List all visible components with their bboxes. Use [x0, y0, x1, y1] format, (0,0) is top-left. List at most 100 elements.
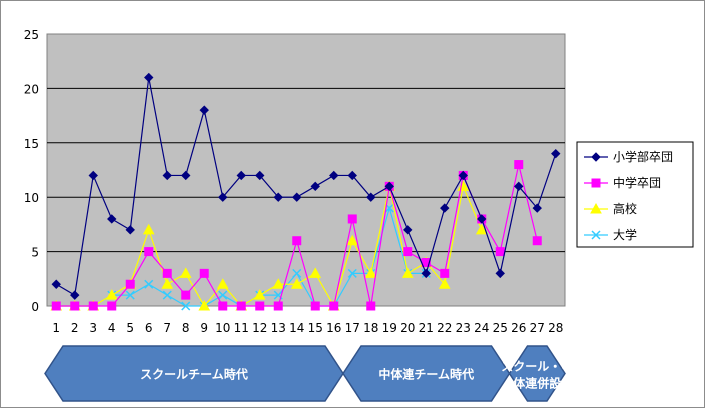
data-point	[310, 181, 320, 192]
data-point	[310, 301, 320, 311]
x-tick-label: 21	[419, 321, 434, 335]
legend-marker	[591, 230, 601, 240]
legend-marker	[590, 202, 602, 214]
data-point	[105, 289, 118, 300]
marker-stroke	[125, 290, 135, 300]
x-tick-label: 7	[163, 321, 171, 335]
x-tick-label: 1	[52, 321, 60, 335]
data-point	[88, 170, 98, 181]
data-point	[107, 301, 117, 311]
data-point	[161, 278, 174, 289]
marker-stroke	[591, 230, 601, 240]
y-tick-label: 15	[24, 137, 39, 151]
series-line	[55, 77, 557, 297]
data-point	[142, 223, 155, 235]
data-point	[495, 268, 505, 279]
x-tick-label: 27	[530, 321, 545, 335]
y-axis-ticks: 0 5 10 15 20 25	[24, 28, 39, 314]
x-tick-label: 23	[456, 321, 471, 335]
data-point	[440, 203, 450, 213]
x-tick-label: 4	[108, 321, 116, 335]
marker-stroke	[273, 290, 283, 300]
data-point	[384, 181, 394, 192]
legend-entry: 小学部卒団	[613, 149, 673, 164]
data-point	[458, 170, 468, 181]
data-point	[107, 214, 117, 224]
x-tick-label: 17	[345, 321, 360, 335]
data-point	[532, 236, 542, 246]
x-tick-label: 14	[289, 321, 304, 335]
x-tick-label: 12	[252, 321, 267, 335]
data-point	[218, 290, 228, 300]
phase-label: スクールチーム時代	[140, 367, 248, 382]
data-point	[198, 299, 211, 311]
marker-stroke	[181, 301, 191, 311]
y-tick-label: 20	[24, 82, 39, 96]
data-point	[292, 268, 302, 278]
x-tick-label: 22	[437, 321, 452, 335]
x-tick-label: 2	[71, 321, 79, 335]
data-point	[346, 234, 359, 246]
legend-entry: 中学卒団	[613, 175, 661, 190]
x-tick-label: 24	[474, 321, 489, 335]
data-point	[273, 301, 283, 311]
data-point	[199, 268, 209, 278]
data-point	[181, 290, 191, 300]
marker-stroke	[144, 279, 154, 289]
series-layer	[50, 72, 561, 311]
data-point	[514, 181, 524, 192]
phase-label: スクール・中	[501, 359, 573, 374]
data-point	[236, 301, 246, 311]
legend-marker	[591, 178, 601, 188]
data-point	[401, 267, 414, 278]
data-point	[273, 192, 283, 202]
data-point	[144, 72, 154, 83]
data-point	[179, 267, 192, 278]
x-tick-label: 18	[363, 321, 378, 335]
data-point	[329, 170, 339, 181]
data-point	[364, 267, 377, 278]
x-tick-label: 13	[271, 321, 286, 335]
legend-entry: 高校	[613, 201, 637, 216]
phase-banner-2: 中体連チーム時代	[342, 345, 511, 402]
y-tick-label: 25	[24, 28, 39, 42]
data-point	[253, 289, 266, 300]
data-point	[347, 170, 357, 181]
x-tick-label: 5	[126, 321, 134, 335]
x-axis-ticks: 1 2 3 4 5 6 7 8 9 10 11 12 13 14 15 16 17 18 19 20 21 22 23 24 2…	[52, 321, 563, 335]
x-tick-label: 3	[89, 321, 97, 335]
data-point	[272, 278, 285, 289]
x-tick-label: 8	[182, 321, 190, 335]
data-point	[162, 290, 172, 300]
x-tick-label: 25	[493, 321, 508, 335]
data-point	[125, 279, 135, 289]
data-point	[438, 278, 451, 289]
data-point	[88, 301, 98, 311]
phase-banner-1: スクールチーム時代	[44, 345, 344, 402]
data-point	[403, 247, 413, 257]
data-point	[255, 301, 265, 311]
data-point	[218, 192, 228, 202]
phase-shape	[44, 345, 344, 402]
data-point	[347, 214, 357, 224]
data-point	[51, 301, 61, 311]
data-point	[475, 223, 488, 235]
data-point	[477, 214, 487, 224]
data-point	[218, 301, 228, 311]
phase-label: 中体連チーム時代	[378, 367, 474, 382]
data-point	[366, 301, 376, 311]
data-point	[144, 247, 154, 257]
data-point	[309, 267, 322, 278]
marker-stroke	[384, 203, 394, 213]
x-tick-label: 26	[511, 321, 526, 335]
x-tick-label: 28	[548, 321, 563, 335]
legend-marker	[591, 152, 601, 162]
gridlines	[47, 87, 565, 253]
data-point	[366, 192, 376, 202]
data-point	[495, 247, 505, 257]
data-point	[292, 236, 302, 246]
data-point	[162, 268, 172, 278]
